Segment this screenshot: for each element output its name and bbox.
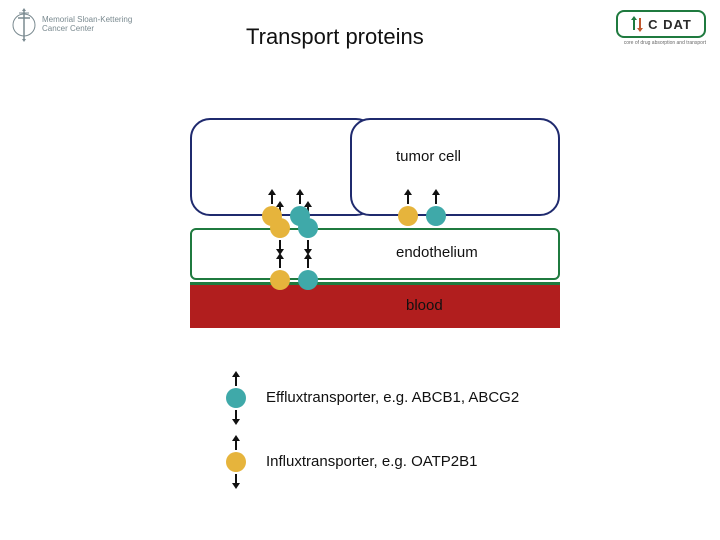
influx-transporter (226, 452, 246, 472)
efflux-transporter (298, 218, 318, 238)
legend-item-influx: Influxtransporter, e.g. OATP2B1 (224, 444, 519, 480)
arrow-up-icon (299, 194, 301, 204)
arrow-up-icon (235, 440, 237, 450)
arrow-up-icon (307, 258, 309, 268)
blood-label: blood (406, 297, 443, 314)
arrow-down-icon (235, 474, 237, 484)
arrow-up-icon (407, 194, 409, 204)
arrow-up-icon (279, 258, 281, 268)
tumor-cell-right (350, 118, 560, 216)
endothelium-row: endothelium (190, 228, 560, 280)
cdat-arrows-icon (630, 15, 644, 33)
arrow-up-icon (435, 194, 437, 204)
cdat-subtitle: core of drug absorption and transport (616, 40, 706, 46)
diagram: tumor cell endothelium (190, 118, 560, 328)
arrow-down-icon (235, 410, 237, 420)
logo-left: Memorial Sloan-Kettering Cancer Center (12, 8, 132, 42)
blood-fill (190, 285, 560, 328)
influx-transporter (270, 218, 290, 238)
arrow-up-icon (271, 194, 273, 204)
cdat-box: C DAT (616, 10, 706, 38)
logo-left-line2: Cancer Center (42, 25, 132, 34)
arrow-down-icon (279, 240, 281, 250)
influx-transporter (270, 270, 290, 290)
mskcc-icon (12, 8, 36, 42)
legend-item-efflux: Effluxtransporter, e.g. ABCB1, ABCG2 (224, 380, 519, 416)
efflux-transporter (298, 270, 318, 290)
legend: Effluxtransporter, e.g. ABCB1, ABCG2 Inf… (224, 380, 519, 508)
efflux-legend-icon (224, 380, 248, 416)
tumor-cell-label: tumor cell (396, 148, 461, 165)
blood-row: blood (190, 282, 560, 328)
influx-legend-icon (224, 444, 248, 480)
legend-label-efflux: Effluxtransporter, e.g. ABCB1, ABCG2 (266, 388, 519, 408)
arrow-up-icon (235, 376, 237, 386)
endothelium-label: endothelium (396, 244, 478, 261)
arrow-down-icon (307, 240, 309, 250)
tumor-cell-row: tumor cell (190, 118, 560, 216)
logo-left-text: Memorial Sloan-Kettering Cancer Center (42, 16, 132, 34)
header: Memorial Sloan-Kettering Cancer Center T… (0, 0, 720, 60)
endothelium-border (190, 228, 560, 280)
efflux-transporter (426, 206, 446, 226)
logo-right: C DAT core of drug absorption and transp… (616, 10, 706, 46)
efflux-transporter (226, 388, 246, 408)
page-title: Transport proteins (246, 24, 424, 50)
cdat-text: C DAT (648, 17, 692, 32)
influx-transporter (398, 206, 418, 226)
legend-label-influx: Influxtransporter, e.g. OATP2B1 (266, 452, 478, 472)
